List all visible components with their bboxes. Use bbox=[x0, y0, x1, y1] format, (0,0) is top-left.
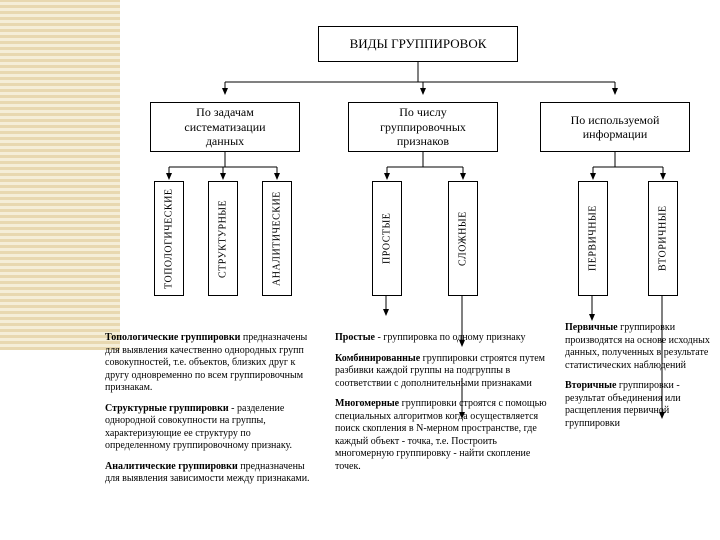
branch-b3: По используемойинформации bbox=[540, 102, 690, 152]
leaf-топологические: ТОПОЛОГИЧЕСКИЕ bbox=[154, 181, 184, 296]
description-col3-item: Первичные группировки производятся на ос… bbox=[565, 322, 710, 372]
description-col3: Первичные группировки производятся на ос… bbox=[565, 322, 710, 438]
branch-b1: По задачамсистематизацииданных bbox=[150, 102, 300, 152]
description-col1-item: Аналитические группировки предназначены … bbox=[105, 461, 315, 486]
description-col1-item: Структурные группировки - разделение одн… bbox=[105, 403, 315, 453]
leaf-сложные: СЛОЖНЫЕ bbox=[448, 181, 478, 296]
leaf-аналитические: АНАЛИТИЧЕСКИЕ bbox=[262, 181, 292, 296]
branch-b2: По числугруппировочныхпризнаков bbox=[348, 102, 498, 152]
leaf-вторичные: ВТОРИЧНЫЕ bbox=[648, 181, 678, 296]
leaf-структурные: СТРУКТУРНЫЕ bbox=[208, 181, 238, 296]
diagram-title: ВИДЫ ГРУППИРОВОК bbox=[318, 26, 518, 62]
description-col2-item: Многомерные группировки строятся с помощ… bbox=[335, 398, 550, 473]
leaf-первичные: ПЕРВИЧНЫЕ bbox=[578, 181, 608, 296]
description-col2-item: Комбинированные группировки строятся пут… bbox=[335, 353, 550, 391]
description-col1-item: Топологические группировки предназначены… bbox=[105, 332, 315, 395]
description-col1: Топологические группировки предназначены… bbox=[105, 332, 315, 494]
description-col3-item: Вторичные группировки - результат объеди… bbox=[565, 380, 710, 430]
leaf-простые: ПРОСТЫЕ bbox=[372, 181, 402, 296]
description-col2: Простые - группировка по одному признаку… bbox=[335, 332, 550, 481]
decorative-hatch bbox=[0, 0, 120, 350]
description-col2-item: Простые - группировка по одному признаку bbox=[335, 332, 550, 345]
